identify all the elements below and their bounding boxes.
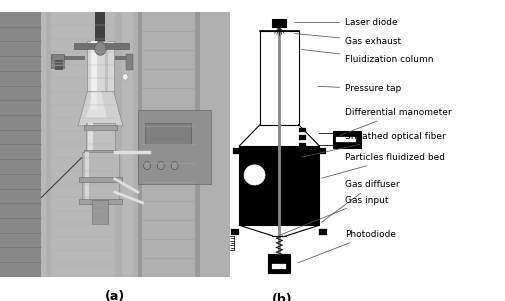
Bar <box>260 31 298 125</box>
Bar <box>91 92 96 110</box>
Circle shape <box>171 162 178 170</box>
Text: Laser diode: Laser diode <box>294 18 398 27</box>
Text: (a): (a) <box>105 290 125 301</box>
Text: Particles fluidized bed: Particles fluidized bed <box>322 153 445 178</box>
Bar <box>82 152 120 203</box>
Text: Gas exhaust: Gas exhaust <box>294 33 401 46</box>
Bar <box>298 143 307 148</box>
Bar <box>298 159 307 164</box>
Bar <box>84 152 89 203</box>
Bar <box>91 41 96 92</box>
Bar <box>298 135 307 140</box>
Bar <box>138 110 212 184</box>
Bar <box>319 148 326 154</box>
Bar <box>86 123 115 155</box>
Text: Gas diffuser: Gas diffuser <box>322 180 400 222</box>
Bar <box>50 54 64 68</box>
Bar <box>298 167 307 172</box>
Bar <box>195 12 200 277</box>
Text: Differential manometer: Differential manometer <box>340 108 452 135</box>
Bar <box>92 200 108 224</box>
Bar <box>55 60 63 62</box>
Bar <box>79 199 122 204</box>
Bar <box>115 12 122 277</box>
Bar <box>0 12 41 277</box>
Bar <box>46 12 50 277</box>
Bar <box>74 42 129 49</box>
Circle shape <box>158 162 164 170</box>
Bar <box>79 177 122 182</box>
Bar <box>105 41 108 92</box>
Text: Pressure tap: Pressure tap <box>318 84 401 93</box>
Bar <box>126 12 230 277</box>
Bar <box>41 12 133 277</box>
Bar <box>115 56 129 60</box>
Bar <box>126 54 133 70</box>
Bar <box>272 264 286 269</box>
Bar <box>55 68 63 70</box>
Bar <box>231 229 239 234</box>
Text: (b): (b) <box>272 293 292 301</box>
Bar <box>298 128 307 132</box>
Bar <box>272 19 286 26</box>
Bar <box>55 66 63 68</box>
Bar <box>95 12 105 44</box>
Circle shape <box>244 165 265 185</box>
Circle shape <box>143 162 150 170</box>
Text: Fluidization column: Fluidization column <box>301 49 434 64</box>
Circle shape <box>94 42 106 55</box>
Text: Photodiode: Photodiode <box>298 230 396 263</box>
Circle shape <box>123 74 128 80</box>
Bar <box>333 131 361 148</box>
Bar <box>88 123 93 155</box>
Bar <box>145 123 191 144</box>
Bar <box>232 148 239 154</box>
Bar <box>55 63 63 65</box>
Polygon shape <box>86 92 107 118</box>
Polygon shape <box>78 92 123 126</box>
Text: Gas input: Gas input <box>280 196 389 235</box>
Bar <box>298 151 307 156</box>
Bar <box>319 229 327 234</box>
Bar <box>268 254 290 273</box>
Bar <box>336 137 357 142</box>
Bar <box>84 150 117 154</box>
Bar <box>87 41 114 92</box>
Bar <box>239 146 319 225</box>
Bar <box>84 125 117 130</box>
Bar <box>138 12 142 277</box>
Text: Sheathed optical fiber: Sheathed optical fiber <box>301 132 446 157</box>
Bar <box>50 56 85 60</box>
